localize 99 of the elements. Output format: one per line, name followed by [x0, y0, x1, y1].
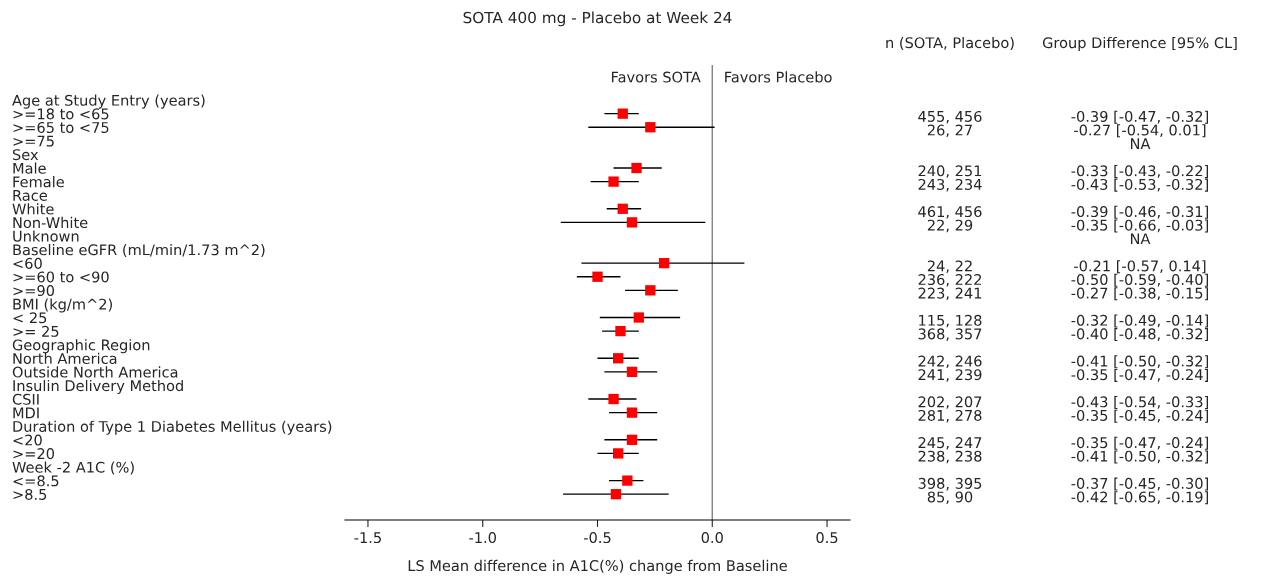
y-tick-label: Duration of Type 1 Diabetes Mellitus (years): [13, 420, 332, 435]
y-tick-label: >=18 to <65: [13, 108, 109, 120]
text: 241, 239: [918, 369, 982, 382]
data-label: -0.32 [-0.49, -0.14]: [1071, 314, 1208, 328]
data-label: -0.50 [-0.59, -0.40]: [1071, 273, 1208, 287]
y-tick-label: < 25: [13, 312, 47, 324]
text: 115, 128: [919, 314, 982, 328]
point: [617, 108, 628, 119]
y-tick-label: Female: [13, 176, 64, 188]
data-label: -0.35 [-0.66, -0.03]: [1071, 219, 1208, 233]
point: [658, 258, 670, 269]
point: [592, 271, 603, 282]
chart-title: SOTA 400 mg - Placebo at Week 24: [463, 11, 732, 27]
y-tick-label: >=65 to <75: [13, 121, 109, 133]
data-label: -0.33 [-0.43, -0.22]: [1071, 165, 1208, 179]
text: 455, 456: [918, 110, 982, 124]
text: 24, 22: [927, 260, 972, 273]
text: Favors Placebo: [725, 71, 832, 83]
data-label: -0.39 [-0.47, -0.32]: [1071, 110, 1208, 124]
text: 281, 278: [918, 409, 982, 423]
text: 242, 246: [918, 355, 982, 369]
text: 202, 207: [918, 396, 982, 409]
y-tick-label: Male: [13, 162, 46, 174]
y-tick-label: Unknown: [13, 230, 79, 242]
y-tick-label: Week -2 A1C (%): [12, 461, 134, 475]
point: [645, 285, 656, 296]
point: [608, 176, 619, 187]
y-tick-label: Non-White: [13, 216, 88, 229]
y-tick-label: Insulin Delivery Method: [13, 379, 183, 395]
point: [626, 217, 638, 228]
text: 22, 29: [927, 219, 973, 233]
point: [617, 203, 628, 214]
point: [626, 407, 638, 418]
x-tick-label: -1.0: [469, 532, 496, 544]
text: 26, 27: [927, 124, 972, 138]
point: [626, 434, 638, 445]
point: [610, 489, 622, 500]
text: 240, 251: [918, 165, 982, 178]
point: [631, 162, 642, 174]
y-tick-label: Race: [13, 190, 47, 201]
text: 461, 456: [918, 206, 982, 219]
data-label: -0.41 [-0.50, -0.32]: [1071, 450, 1208, 464]
text: NA: [1130, 138, 1151, 149]
x-axis-title: LS Mean difference in A1C(%) change from Baseline: [408, 559, 787, 574]
x-tick-label: -0.5: [583, 532, 611, 544]
data-label: -0.39 [-0.46, -0.31]: [1071, 205, 1208, 219]
text: 85, 90: [927, 491, 973, 504]
point: [622, 475, 633, 486]
text: 223, 241: [918, 287, 982, 301]
y-tick-label: Age at Study Entry (years): [12, 94, 205, 109]
data-label: -0.42 [-0.65, -0.19]: [1071, 491, 1208, 505]
y-tick-label: White: [12, 203, 54, 215]
text: 238, 238: [918, 450, 982, 464]
y-tick-label: <60: [13, 257, 42, 269]
y-tick-label: MDI: [13, 407, 39, 419]
data-label: -0.35 [-0.45, -0.24]: [1071, 409, 1208, 423]
text: 368, 357: [918, 328, 982, 341]
data-label: -0.41 [-0.50, -0.32]: [1071, 355, 1208, 369]
y-tick-label: >=75: [13, 135, 54, 147]
data-label: -0.27 [-0.54, 0.01]: [1074, 124, 1206, 138]
point: [633, 312, 644, 323]
point: [615, 325, 626, 337]
y-tick-label: >=90: [13, 285, 55, 297]
y-tick-label: >8.5: [13, 488, 47, 500]
y-tick-label: >=60 to <90: [13, 271, 109, 283]
y-tick-label: Baseline eGFR (mL/min/1.73 m^2): [13, 244, 265, 258]
point: [626, 366, 638, 378]
point: [613, 448, 624, 459]
y-tick-label: BMI (kg/m^2): [13, 298, 112, 313]
data-label: -0.35 [-0.47, -0.24]: [1071, 368, 1208, 382]
y-tick-label: Sex: [12, 149, 39, 161]
y-tick-label: <20: [13, 434, 42, 446]
data-label: -0.40 [-0.48, -0.32]: [1071, 328, 1208, 342]
text: NA: [1130, 233, 1151, 245]
data-label: -0.35 [-0.47, -0.24]: [1071, 436, 1208, 450]
x-tick-label: -1.5: [354, 532, 381, 544]
data-label: -0.43 [-0.53, -0.32]: [1071, 178, 1208, 192]
text: 236, 222: [918, 274, 982, 287]
y-tick-label: CSII: [12, 393, 39, 405]
data-label: -0.27 [-0.38, -0.15]: [1071, 287, 1208, 301]
y-tick-label: North America: [13, 352, 117, 365]
text: n (SOTA, Placebo): [886, 36, 1014, 50]
text: Favors SOTA: [611, 71, 701, 83]
y-tick-label: >= 25: [13, 325, 59, 337]
point: [613, 353, 624, 364]
x-tick-label: 0.0: [701, 532, 723, 544]
data-label: -0.21 [-0.57, 0.14]: [1074, 260, 1206, 274]
data-label: -0.43 [-0.54, -0.33]: [1071, 396, 1208, 410]
x-tick-label: 0.5: [816, 532, 838, 544]
point: [608, 393, 619, 405]
text: 243, 234: [918, 178, 982, 192]
text: 398, 395: [918, 477, 982, 491]
y-tick-label: >=20: [13, 448, 55, 460]
text: 245, 247: [918, 437, 982, 450]
y-tick-label: <=8.5: [13, 475, 59, 487]
y-tick-label: Outside North America: [12, 366, 178, 378]
data-label: -0.37 [-0.45, -0.30]: [1071, 477, 1208, 491]
point: [645, 122, 656, 133]
text: Group Difference [95% CL]: [1042, 36, 1237, 52]
